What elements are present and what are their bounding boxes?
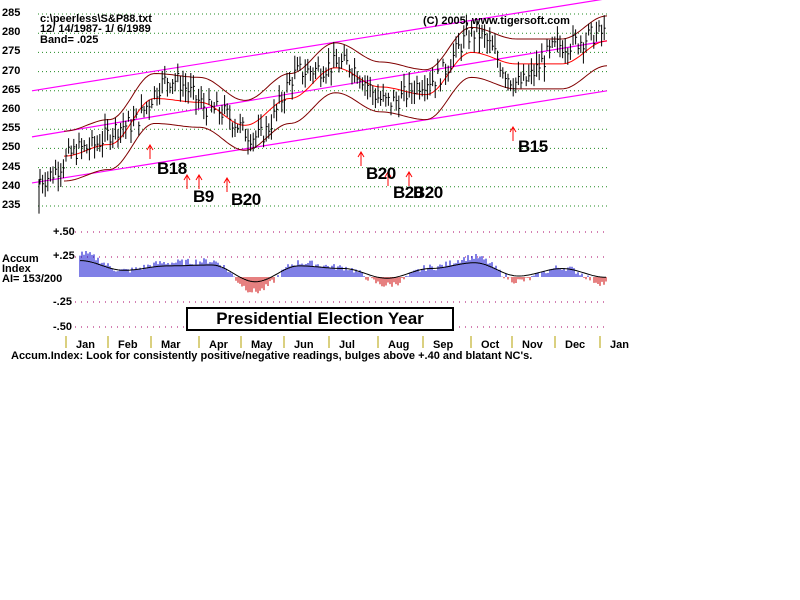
accum-tick-plus50: +.50 (53, 226, 75, 238)
accum-tick-minus50: -.50 (53, 321, 72, 333)
signal-label-b18: B18 (157, 159, 187, 178)
file-path: c:\peerless\S&P88.txt (40, 13, 152, 25)
footer-note: Accum.Index: Look for consistently posit… (11, 350, 533, 362)
month-label-may: May (251, 339, 273, 351)
signal-label-b9: B9 (193, 187, 214, 206)
month-label-oct: Oct (481, 339, 500, 351)
signal-label-b15: B15 (518, 137, 548, 156)
price-bars (38, 14, 606, 214)
month-label-sep: Sep (433, 339, 454, 351)
y-tick-label: 255 (2, 122, 21, 135)
price-gridlines (38, 13, 607, 207)
y-tick-label: 275 (2, 45, 21, 58)
accum-label-1: Accum (2, 253, 39, 265)
signal-label-b20: B20 (366, 164, 396, 183)
month-label-feb: Feb (118, 339, 138, 351)
accum-label-2: Index (2, 263, 31, 275)
month-label-nov: Nov (522, 339, 543, 351)
month-label-aug: Aug (388, 339, 410, 351)
month-label-jan: Jan (76, 339, 95, 351)
bollinger-bands (63, 15, 608, 182)
month-label-jan: Jan (610, 339, 629, 351)
y-tick-label: 240 (2, 179, 21, 192)
y-tick-label: 245 (2, 160, 21, 173)
accum-index-bars (79, 251, 607, 294)
date-range: 12/ 14/1987- 1/ 6/1989 (40, 23, 151, 35)
y-tick-label: 270 (2, 64, 21, 77)
signal-label-b20: B20 (413, 183, 443, 202)
y-tick-label: 265 (2, 83, 21, 96)
election-year-title: Presidential Election Year (186, 307, 454, 331)
month-ticks (65, 336, 601, 348)
month-label-mar: Mar (161, 339, 181, 351)
y-tick-label: 280 (2, 26, 21, 39)
accum-tick-plus25: +.25 (53, 250, 75, 262)
signal-label-b20: B20 (393, 183, 423, 202)
month-label-apr: Apr (209, 339, 228, 351)
y-tick-label: 260 (2, 103, 21, 115)
signal-arrows (146, 126, 517, 192)
channel-lines (31, 0, 608, 184)
month-label-jul: Jul (339, 339, 355, 351)
signal-label-b20: B20 (231, 190, 261, 209)
y-tick-label: 285 (2, 7, 21, 19)
accum-tick-minus25: -.25 (53, 296, 72, 308)
band-label: Band= .025 (40, 34, 99, 46)
month-label-dec: Dec (565, 339, 586, 351)
month-label-jun: Jun (294, 339, 314, 351)
y-tick-label: 235 (2, 199, 21, 211)
copyright: (C) 2005, www.tigersoft.com (423, 15, 570, 27)
y-tick-label: 250 (2, 141, 21, 154)
accum-label-3: AI= 153/200 (2, 273, 63, 285)
